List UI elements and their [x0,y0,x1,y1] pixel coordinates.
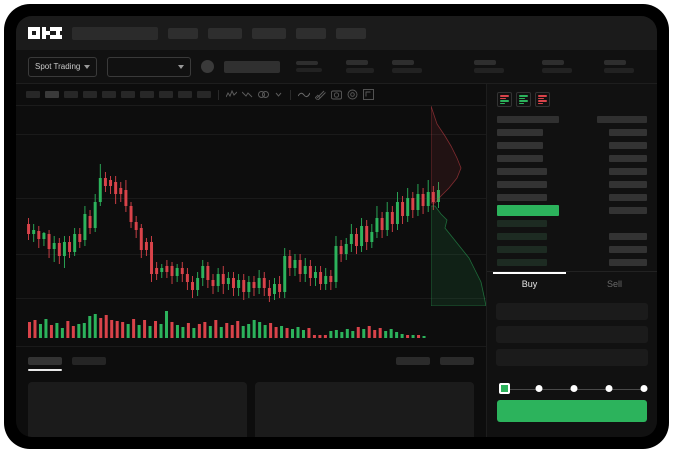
order-form [487,296,657,376]
price-chart[interactable] [16,106,486,346]
depth-overlay-chart [431,106,486,306]
orderbook-col-price [497,116,559,123]
stat-change [346,60,375,73]
timeframe-4[interactable] [83,91,97,98]
orderbook-ask-row[interactable] [497,141,647,150]
orderbook-mode-both-icon[interactable] [497,92,512,107]
chart-footer-button-1[interactable] [396,356,430,365]
orderbook-ask-row[interactable] [497,154,647,163]
slider-stop-100[interactable] [640,385,648,393]
timeframe-6[interactable] [121,91,135,98]
nav-item-3[interactable] [252,27,286,39]
timeframe-9[interactable] [178,91,192,98]
chart-footer-tab-2[interactable] [72,356,106,365]
okx-logo-icon[interactable] [28,27,62,39]
stat-high [392,60,423,73]
device-bezel: Spot Trading [4,4,669,449]
stat-turnover [604,60,635,73]
timeframe-5[interactable] [102,91,116,98]
chart-gridline [16,134,486,135]
orderbook-bid-row[interactable] [497,258,647,267]
chart-footer-tab-1[interactable] [28,356,62,371]
coin-avatar-icon [201,60,215,73]
fullscreen-icon[interactable] [363,89,374,100]
slider-stop-25[interactable] [535,385,543,393]
stat-low [474,60,505,73]
order-amount-field[interactable] [496,326,648,344]
place-buy-order-button[interactable] [497,400,647,422]
buy-sell-tabs: Buy Sell [487,271,657,296]
nav-item-1[interactable] [168,27,198,39]
indicator-icon[interactable] [226,90,237,99]
stat-last-price [296,61,323,72]
line-chart-icon[interactable] [298,90,310,99]
pair-selector-dropdown[interactable] [107,56,192,77]
orderbook-list[interactable] [487,111,657,271]
slider-handle[interactable] [499,383,510,395]
orderbook-trade-panel: Buy Sell [486,84,657,437]
orderbook-bid-row[interactable] [497,219,647,228]
toolbar-divider [218,89,219,100]
timeframe-7[interactable] [140,91,154,98]
orderbook-header [497,115,647,124]
chart-footer-button-2[interactable] [440,356,474,365]
slider-stop-50[interactable] [570,385,578,393]
magnet-icon[interactable] [315,89,326,100]
top-navigation-bar [16,16,657,50]
timeframe-10[interactable] [197,91,211,98]
chart-toolbar [16,84,486,106]
orderbook-bid-row[interactable] [497,232,647,241]
timeframe-1[interactable] [26,91,40,98]
tab-sell[interactable]: Sell [606,279,622,290]
timeframe-8[interactable] [159,91,173,98]
orderbook-ask-row[interactable] [497,180,647,189]
order-total-field[interactable] [496,349,648,367]
candlestick-series [27,164,440,302]
timeframe-2[interactable] [45,91,59,98]
settings-icon[interactable] [347,89,358,100]
orderbook-col-size [597,116,647,123]
orderbook-bid-row[interactable] [497,245,647,254]
orders-panel-tabs [16,346,486,374]
volume-histogram [28,311,426,338]
orderbook-mode-bids-icon[interactable] [516,92,531,107]
nav-item-2[interactable] [208,27,242,39]
camera-icon[interactable] [331,89,342,100]
chart-gridline [16,198,486,199]
trading-mode-label: Spot Trading [35,62,81,71]
bottom-panel-left[interactable] [28,382,247,437]
chevron-down-icon [178,64,185,69]
tab-buy[interactable]: Buy [487,272,572,296]
submit-area [487,398,657,437]
orderbook-mode-asks-icon[interactable] [535,92,550,107]
orderbook-last-price-row [497,205,647,216]
amount-slider[interactable] [487,376,657,398]
order-price-field[interactable] [496,303,648,321]
nav-item-4[interactable] [296,27,326,39]
orderbook-display-modes [487,84,657,111]
app-screen: Spot Trading [16,16,657,437]
toolbar-divider [290,89,291,100]
chart-type-chevron-icon[interactable] [274,90,283,99]
market-sub-header: Spot Trading [16,50,657,84]
chart-gridline [16,254,486,255]
nav-item-5[interactable] [336,27,366,39]
stat-volume [542,60,573,73]
trading-mode-selector[interactable]: Spot Trading [28,56,98,77]
orderbook-ask-row[interactable] [497,167,647,176]
pair-name-label [224,60,281,73]
bottom-panels [16,374,486,437]
chevron-down-icon [84,64,91,69]
orderbook-ask-row[interactable] [497,193,647,202]
chart-gridline [16,298,486,299]
timeframe-3[interactable] [64,91,78,98]
drawing-tools-icon[interactable] [242,90,253,99]
bottom-panel-right[interactable] [255,382,474,437]
search-input[interactable] [72,26,158,40]
slider-stop-75[interactable] [605,385,613,393]
compare-icon[interactable] [258,90,269,99]
orderbook-ask-row[interactable] [497,128,647,137]
